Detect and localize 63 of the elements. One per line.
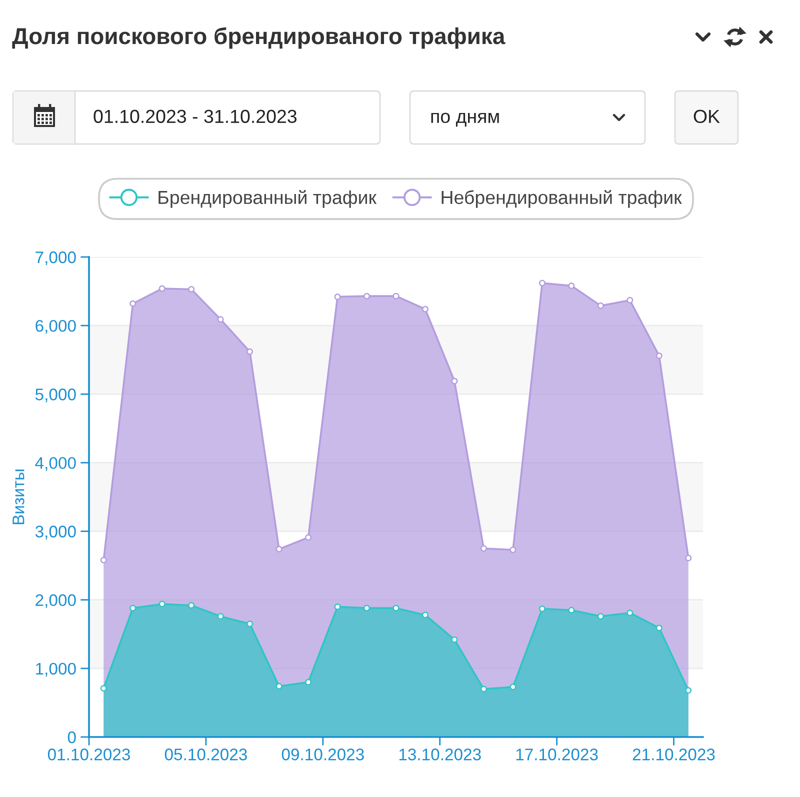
- point: [305, 534, 312, 541]
- chart-title: Доля поискового брендированого трафика: [12, 27, 506, 49]
- point: [597, 302, 604, 309]
- point: [188, 286, 195, 292]
- point: [158, 285, 166, 292]
- x-tick-label: 09.10.2023: [282, 748, 364, 760]
- point: [305, 678, 312, 686]
- point: [130, 300, 136, 307]
- point: [276, 682, 282, 690]
- point: [392, 292, 400, 300]
- point: [451, 636, 458, 643]
- point: [568, 606, 575, 614]
- y-tick-label: 2,000: [36, 594, 76, 608]
- text: 01.10.2023 - 31.10.2023: [94, 110, 297, 124]
- point: [597, 613, 604, 620]
- x-tick-label: 05.10.2023: [164, 748, 247, 760]
- point: [538, 280, 546, 286]
- point: [656, 624, 662, 632]
- point: [480, 686, 487, 692]
- point: [422, 306, 428, 312]
- point: [246, 348, 254, 355]
- point: [364, 604, 370, 612]
- y-tick-label: 4,000: [35, 457, 76, 471]
- point: [685, 554, 692, 562]
- point: [158, 600, 166, 608]
- point: [100, 685, 107, 692]
- point: [188, 602, 195, 609]
- point: [334, 294, 341, 300]
- y-tick-label: 3,000: [35, 526, 76, 540]
- point: [246, 620, 254, 628]
- point: [217, 613, 224, 620]
- point: [334, 603, 341, 610]
- point: [568, 282, 575, 290]
- point: [480, 545, 487, 552]
- legend-label: Брендированный трафик: [158, 190, 377, 208]
- point: [130, 604, 136, 612]
- x-tick-label: 21.10.2023: [632, 748, 715, 760]
- point: [626, 610, 634, 616]
- y-tick-label: 5,000: [35, 388, 76, 402]
- x-tick-label: 01.10.2023: [48, 748, 130, 760]
- point: [626, 296, 634, 304]
- point: [392, 604, 400, 612]
- point: [217, 316, 224, 323]
- x-tick-label: 17.10.2023: [516, 748, 598, 760]
- point: [510, 684, 516, 690]
- x-tick-label: 13.10.2023: [399, 748, 481, 760]
- point: [656, 352, 662, 360]
- point: [510, 546, 516, 554]
- point: [685, 687, 692, 694]
- y-tick-label: 0: [68, 731, 76, 744]
- point: [422, 612, 428, 618]
- point: [276, 546, 282, 552]
- y-tick-label: 6,000: [36, 320, 76, 334]
- text: OK: [694, 110, 720, 124]
- point: [364, 292, 370, 300]
- y-axis-title: Визиты: [12, 470, 24, 524]
- point: [451, 378, 458, 384]
- point: [538, 606, 546, 612]
- point: [100, 556, 107, 564]
- y-tick-label: 1,000: [36, 662, 76, 677]
- text: по дням: [431, 112, 499, 127]
- y-tick-label: 7,000: [36, 251, 76, 266]
- legend-label: Небрендированный трафик: [442, 190, 682, 208]
